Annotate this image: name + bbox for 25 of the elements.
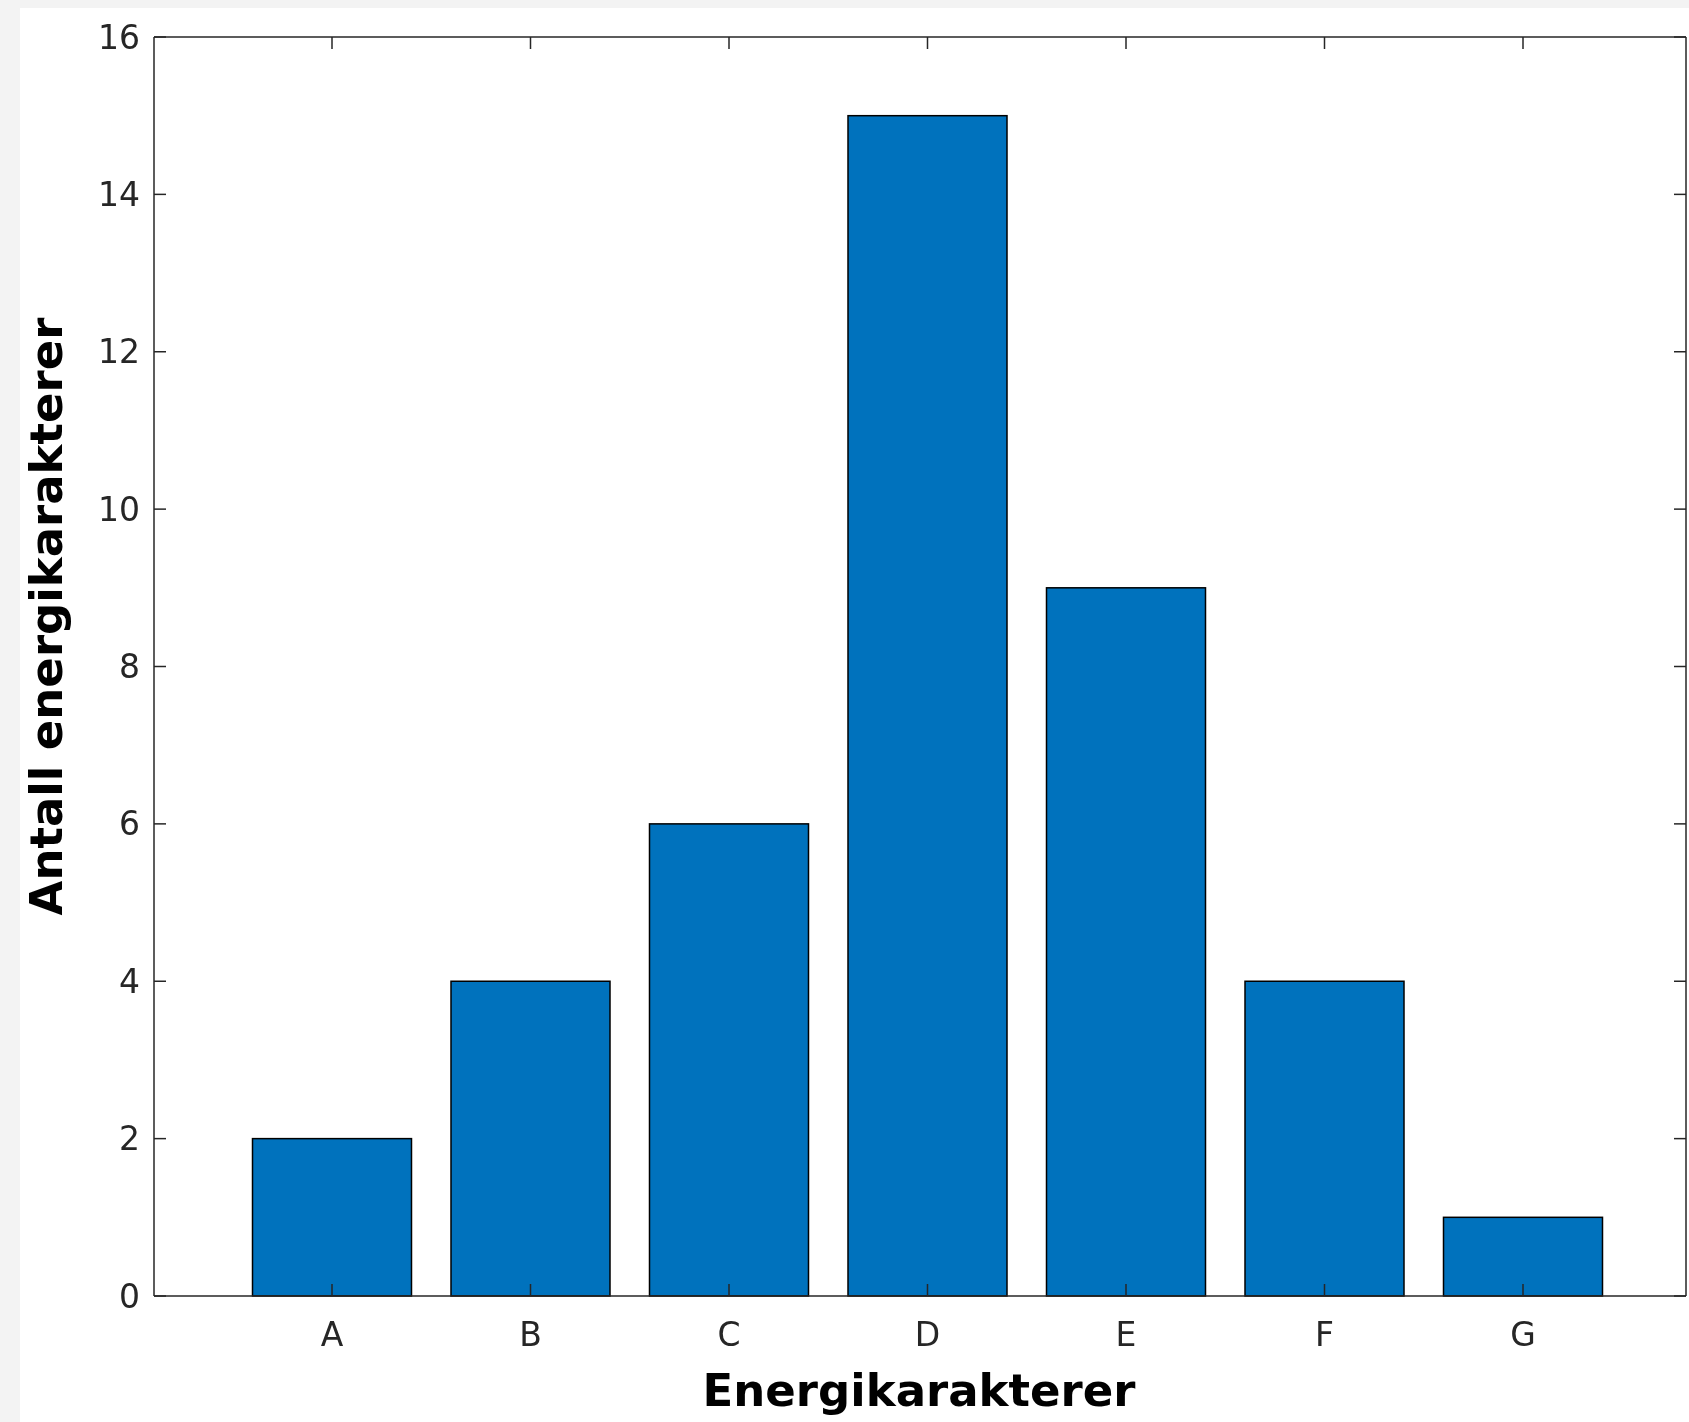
bar (1045, 587, 1207, 1297)
x-tick-label: B (519, 1315, 542, 1354)
y-axis-title: Antall energikarakterer (20, 316, 73, 916)
x-axis-title: Energikarakterer (702, 1364, 1137, 1417)
x-tick-label: E (1115, 1315, 1137, 1354)
x-tick-label: F (1315, 1315, 1334, 1354)
y-tick-label: 4 (119, 961, 140, 1001)
y-tick-label: 6 (119, 804, 140, 844)
y-tick-label: 2 (119, 1119, 140, 1159)
bar (847, 114, 1008, 1297)
bar (648, 823, 810, 1297)
x-tick-label: D (914, 1315, 941, 1354)
x-tick-label: G (1510, 1315, 1536, 1354)
bar (251, 1137, 413, 1297)
y-tick-label: 16 (98, 17, 140, 57)
bar (1442, 1216, 1604, 1297)
y-tick-label: 14 (98, 174, 140, 214)
y-tick-label: 8 (119, 647, 140, 687)
x-tick-label: C (717, 1315, 741, 1354)
bar (450, 980, 611, 1297)
y-tick-label: 0 (119, 1276, 140, 1316)
bar (1244, 980, 1405, 1297)
y-tick-label: 12 (98, 332, 140, 372)
y-tick-label: 10 (98, 489, 140, 529)
x-tick-label: A (320, 1315, 344, 1354)
